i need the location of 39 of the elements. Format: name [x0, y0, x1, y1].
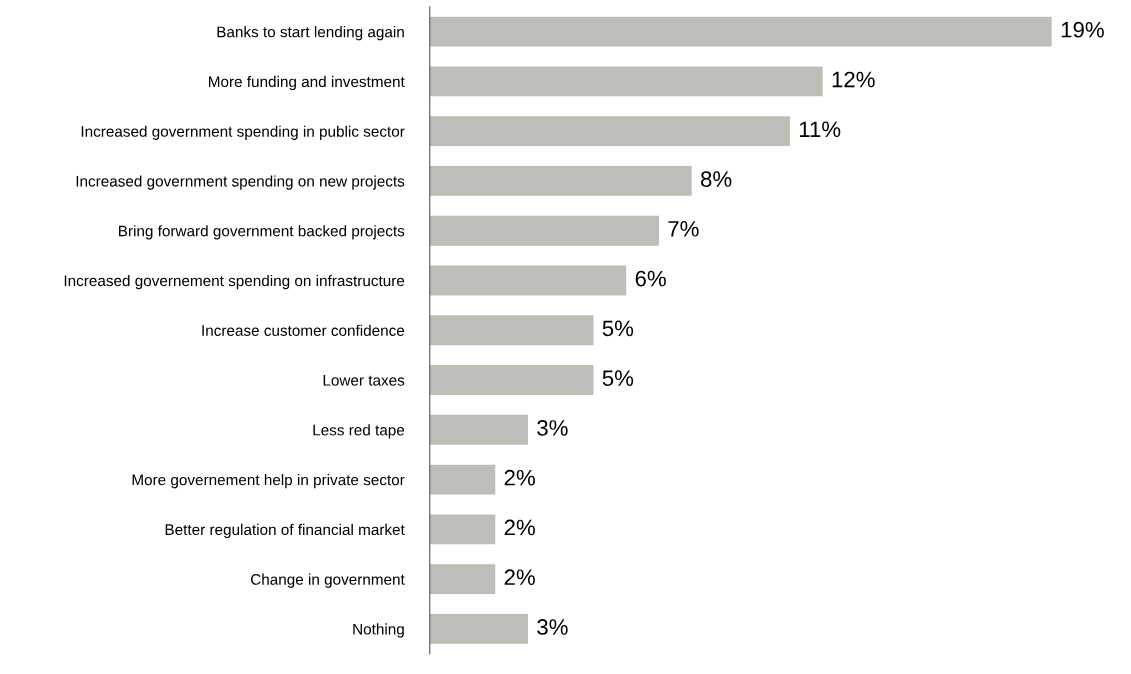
bar — [429, 265, 627, 296]
y-tick-label: Lower taxes — [323, 375, 405, 386]
y-tick-label: Less red tape — [313, 424, 405, 439]
data-label: 19% — [1061, 21, 1104, 38]
bar — [429, 365, 594, 395]
y-tick-label: Banks to start lending again — [217, 26, 404, 41]
y-tick-label: More governement help in private sector — [132, 474, 405, 489]
data-label: 3% — [537, 420, 568, 436]
bar — [429, 16, 1052, 47]
y-tick-label: Nothing — [353, 623, 404, 638]
bar — [429, 215, 659, 246]
data-label: 8% — [700, 171, 732, 187]
y-tick-label: Increased government spending on new projects — [76, 175, 405, 190]
data-label: 2% — [504, 519, 535, 536]
data-label: 3% — [537, 619, 568, 635]
data-label: 5% — [602, 320, 634, 337]
bar — [429, 613, 528, 644]
bar — [429, 166, 692, 196]
bar — [429, 116, 790, 147]
data-label: 5% — [602, 370, 634, 386]
bar — [429, 464, 496, 495]
y-tick-label: Better regulation of financial market — [165, 523, 405, 539]
data-label: 11% — [799, 121, 841, 138]
y-tick-label: Increased governement spending on infrastructure — [64, 274, 405, 290]
data-label: 2% — [504, 469, 535, 486]
bar — [429, 514, 496, 545]
bar — [429, 414, 528, 445]
y-tick-label: Change in government — [250, 573, 405, 588]
y-tick-label: Bring forward government backed projects — [119, 225, 405, 240]
data-label: 6% — [635, 270, 666, 287]
data-label: 2% — [504, 569, 535, 585]
bar — [429, 315, 594, 346]
y-tick-label: Increased government spending in public sector — [81, 125, 405, 140]
data-label: 7% — [668, 221, 699, 237]
y-tick-label: More funding and investment — [209, 75, 405, 91]
bar — [429, 66, 823, 97]
y-tick-label: Increase customer confidence — [202, 324, 405, 336]
data-label: 12% — [832, 71, 875, 88]
bar — [429, 564, 496, 595]
